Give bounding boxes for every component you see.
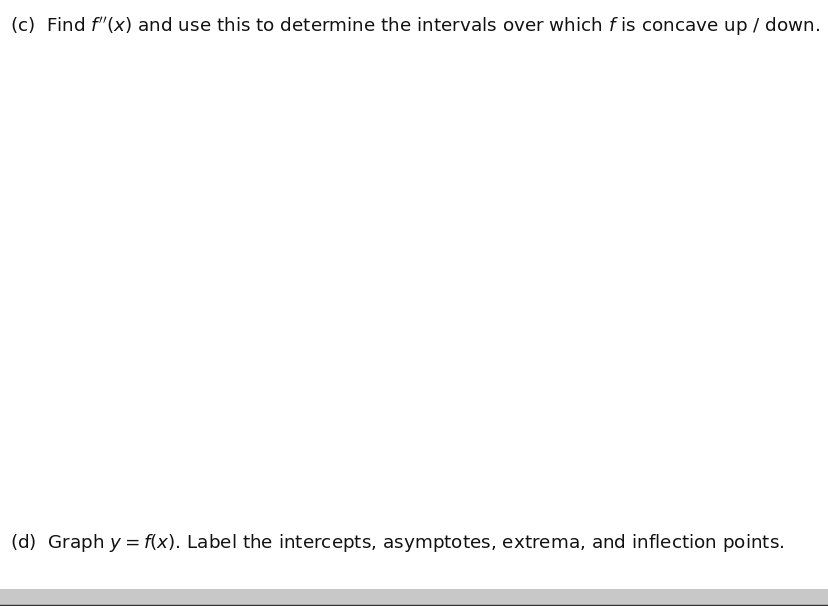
Bar [0,589,828,606]
Text: (d)  Graph $y = f(x)$. Label the intercepts, asymptotes, extrema, and inflection: (d) Graph $y = f(x)$. Label the intercep… [10,533,783,554]
Text: (c)  Find $f''(x)$ and use this to determine the intervals over which $f$ is con: (c) Find $f''(x)$ and use this to determ… [10,15,819,38]
